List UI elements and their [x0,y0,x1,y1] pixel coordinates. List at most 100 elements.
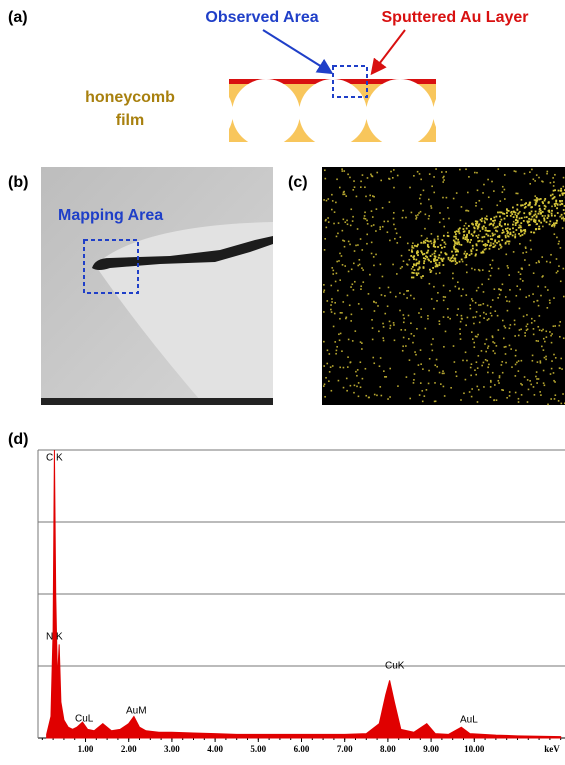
dot [417,244,419,246]
dot [506,215,508,217]
dot [452,260,454,262]
dot [543,338,545,340]
dot [507,224,509,226]
dot [514,235,516,237]
dot [490,381,492,383]
dot [448,257,450,259]
dot [510,348,512,350]
dot [348,271,350,273]
dot [527,220,529,222]
panel-label: (b) [8,174,28,191]
dot [428,383,430,385]
dot [538,228,540,230]
x-tick-label: 9.00 [423,744,439,754]
dot [481,365,483,367]
dot [483,317,485,319]
dot [372,195,374,197]
dot [492,260,494,262]
dot [521,217,523,219]
dot [489,248,491,250]
dot [471,396,473,398]
dot [384,376,386,378]
dot [556,220,558,222]
dot [493,190,495,192]
dot [503,231,505,233]
dot [520,273,522,275]
dot [514,335,516,337]
dot [478,355,480,357]
dot [388,287,390,289]
dot [476,361,478,363]
dot [493,222,495,224]
dot [551,360,553,362]
dot [468,230,470,232]
dot [524,229,526,231]
dot [553,181,555,183]
dot [466,253,468,255]
dot [561,368,563,370]
dot [409,359,411,361]
dot [431,233,433,235]
dot [477,190,479,192]
dot [513,216,515,218]
dot [419,198,421,200]
dot [324,396,326,398]
dot [499,375,501,377]
dot [339,339,341,341]
dot [414,373,416,375]
dot [438,254,440,256]
dot [420,349,422,351]
dot [553,380,555,382]
dot [343,219,345,221]
dot [477,386,479,388]
dot [323,341,325,343]
dot [324,169,326,171]
dot [528,295,530,297]
dot [413,382,415,384]
dot [563,209,565,211]
dot [462,238,464,240]
dot [349,244,351,246]
dot [361,348,363,350]
dot [524,217,526,219]
dot [521,394,523,396]
dot [513,231,515,233]
dot [549,223,551,225]
dot [389,240,391,242]
dot [411,277,413,279]
dot [417,171,419,173]
dot [412,266,414,268]
dot [331,390,333,392]
dot [439,272,441,274]
dot [554,398,556,400]
dot [529,183,531,185]
dot [323,199,325,201]
dot [473,232,475,234]
dot [518,360,520,362]
dot [448,218,450,220]
dot [405,345,407,347]
dot [447,316,449,318]
dot [367,177,369,179]
dot [416,328,418,330]
dot [492,299,494,301]
dot [344,246,346,248]
dot [516,215,518,217]
dot [547,307,549,309]
dot [535,203,537,205]
dot [519,308,521,310]
dot [330,285,332,287]
dot [334,211,336,213]
dot [490,242,492,244]
dot [550,398,552,400]
dot [512,207,514,209]
peak-label: CuL [75,714,94,725]
dot [453,345,455,347]
dot [493,246,495,248]
dot [560,358,562,360]
dot [392,264,394,266]
dot [427,252,429,254]
dot [341,170,343,172]
dot [508,210,510,212]
dot [493,220,495,222]
